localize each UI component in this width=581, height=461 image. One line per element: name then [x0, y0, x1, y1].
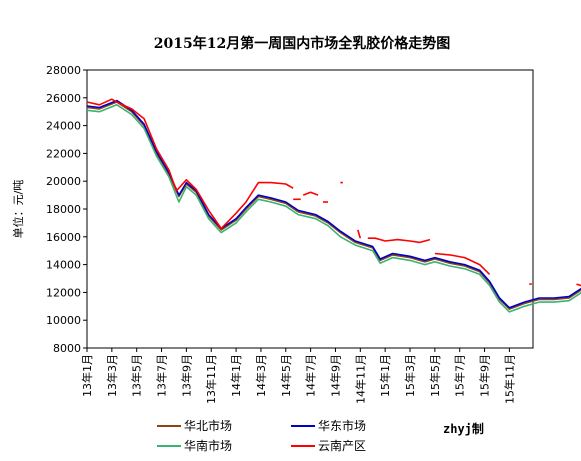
x-tick-label: 14年5月	[279, 354, 293, 397]
x-tick-label: 15年5月	[428, 354, 442, 397]
x-tick-label: 14年7月	[304, 354, 318, 397]
x-tick-label: 13年9月	[179, 354, 193, 397]
series-line	[86, 101, 581, 310]
legend-label: 华南市场	[184, 438, 232, 453]
series-line	[86, 104, 581, 313]
x-tick-label: 13年3月	[105, 354, 119, 397]
x-tick-label: 13年5月	[130, 354, 144, 397]
plot-area	[86, 69, 581, 349]
y-tick-label: 22000	[46, 147, 81, 160]
plot-frame	[86, 69, 534, 349]
legend-label: 云南产区	[318, 438, 366, 453]
series-line	[576, 283, 581, 287]
y-tick-label: 28000	[46, 64, 81, 77]
x-tick-label: 15年7月	[453, 354, 467, 397]
y-tick-label: 26000	[46, 92, 81, 105]
x-tick-label: 15年9月	[478, 354, 492, 397]
credit-label: zhyj制	[443, 421, 484, 436]
x-tick-label: 14年11月	[353, 354, 367, 404]
x-tick-label: 14年9月	[328, 354, 342, 397]
series-0	[86, 101, 581, 310]
y-axis-label: 单位：元/吨	[11, 180, 25, 239]
series-line	[86, 99, 581, 309]
series-line	[434, 252, 491, 275]
y-tick-label: 12000	[46, 286, 81, 299]
x-tick-label: 14年3月	[254, 354, 268, 397]
y-axis: 8000 10000 12000 14000 16000 18000 20000 22000 2…	[46, 64, 87, 355]
x-tick-label: 15年3月	[403, 354, 417, 397]
y-tick-label: 18000	[46, 203, 81, 216]
x-tick-label: 15年1月	[378, 354, 392, 397]
y-tick-label: 14000	[46, 259, 81, 272]
series-line	[302, 191, 319, 196]
y-tick-label: 8000	[53, 342, 81, 355]
y-tick-label: 16000	[46, 231, 81, 244]
y-tick-label: 20000	[46, 175, 81, 188]
x-axis: 13年1月 13年3月 13年5月 13年7月 13年9月 13年11月 14年1月 14年3…	[80, 348, 516, 404]
series-1	[86, 99, 581, 309]
series-2	[86, 104, 581, 313]
series-3	[86, 98, 581, 287]
chart-title: 2015年12月第一周国内市场全乳胶价格走势图	[154, 35, 450, 52]
x-tick-label: 13年11月	[204, 354, 218, 404]
x-tick-label: 14年1月	[229, 354, 243, 397]
series-line	[367, 237, 431, 244]
series-line	[357, 229, 362, 239]
y-tick-label: 24000	[46, 120, 81, 133]
legend-label: 华东市场	[318, 418, 366, 433]
x-tick-label: 13年7月	[155, 354, 169, 397]
series-line	[86, 98, 294, 230]
x-tick-label: 13年1月	[80, 354, 94, 397]
x-tick-label: 15年11月	[502, 354, 516, 404]
y-tick-label: 10000	[46, 314, 81, 327]
legend-label: 华北市场	[184, 418, 232, 433]
